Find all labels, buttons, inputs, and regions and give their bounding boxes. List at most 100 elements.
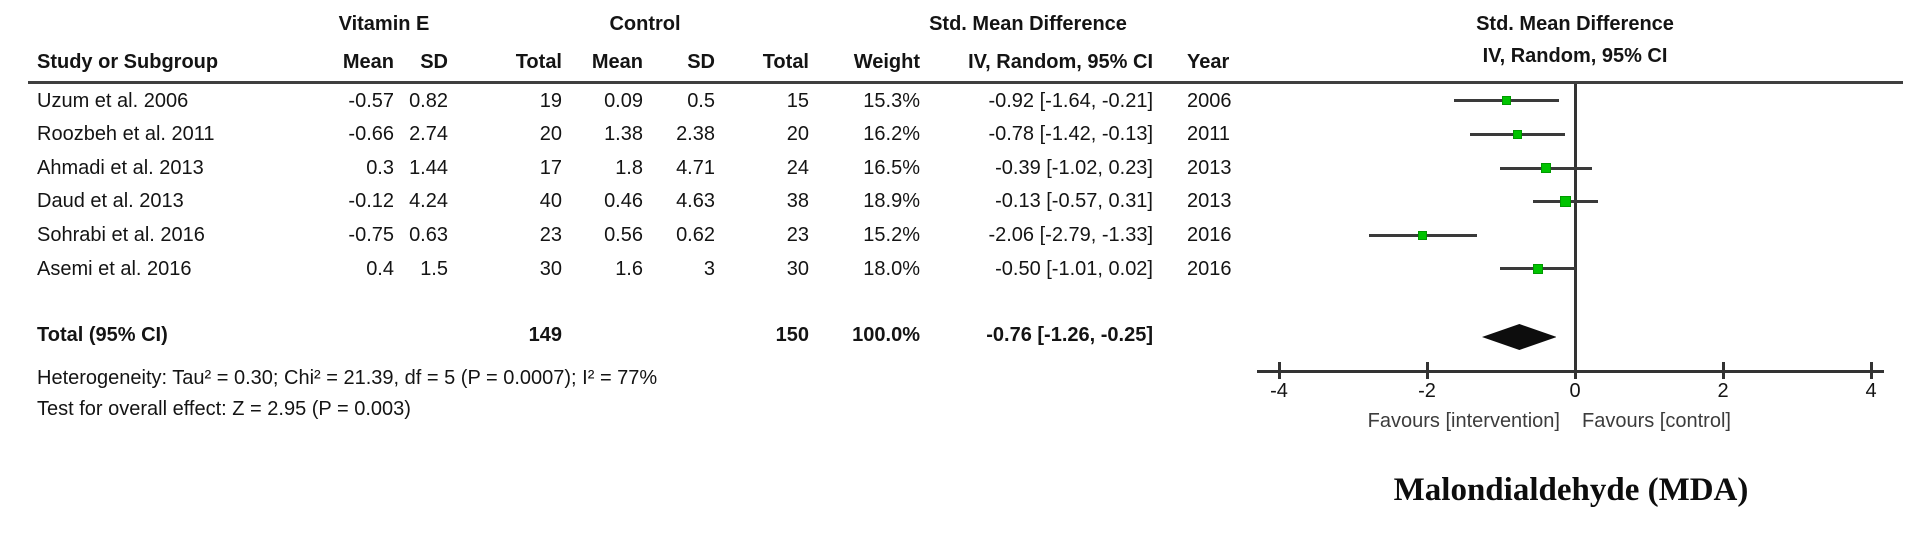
study-name-cell: Uzum et al. 2006 (37, 89, 189, 112)
smd-column-header: Std. Mean Difference (929, 13, 1127, 35)
column-header-row: Study or Subgroup Mean SD Total Mean SD … (0, 45, 1250, 79)
study-name-cell: Daud et al. 2013 (37, 190, 184, 213)
effect-square (1559, 196, 1571, 208)
zero-effect-line (1573, 84, 1577, 372)
ctrl-sd-cell: 4.63 (676, 190, 715, 213)
ctrl-mean-cell: 0.09 (604, 89, 643, 112)
year-cell: 2016 (1187, 257, 1232, 280)
effect-square (1418, 230, 1428, 240)
axis-tick (1721, 362, 1725, 379)
ctrl-mean-cell: 1.6 (615, 257, 643, 280)
exp-sd-column-header: SD (420, 50, 448, 73)
effect-square (1502, 96, 1512, 106)
smd-method-header: IV, Random, 95% CI (968, 50, 1153, 73)
favours-intervention-label: Favours [intervention] (1367, 410, 1560, 432)
exp-sd-cell: 2.74 (409, 123, 448, 146)
study-name-cell: Sohrabi et al. 2016 (37, 223, 205, 246)
axis-tick-label: -2 (1418, 380, 1436, 402)
ci-cell: -2.06 [-2.79, -1.33] (988, 223, 1153, 246)
year-cell: 2006 (1187, 89, 1232, 112)
study-row: Sohrabi et al. 2016 -0.75 0.63 23 0.56 0… (0, 218, 1250, 252)
effect-square (1541, 163, 1552, 173)
ci-cell: -0.39 [-1.02, 0.23] (995, 156, 1153, 179)
weight-cell: 15.3% (863, 89, 920, 112)
year-cell: 2016 (1187, 223, 1232, 246)
exp-mean-cell: -0.12 (348, 190, 394, 213)
exp-total-cell: 20 (539, 123, 562, 146)
study-row: Asemi et al. 2016 0.4 1.5 30 1.6 3 30 18… (0, 252, 1250, 286)
outcome-caption: Malondialdehyde (MDA) (1393, 472, 1749, 508)
axis-tick-label: 2 (1717, 380, 1729, 402)
ctrl-mean-cell: 1.38 (604, 123, 643, 146)
weight-cell: 18.9% (863, 190, 920, 213)
ctrl-mean-cell: 1.8 (615, 156, 643, 179)
exp-mean-cell: -0.75 (348, 223, 394, 246)
plot-title: Std. Mean Difference (1476, 13, 1674, 35)
header-rule (28, 81, 1903, 84)
axis-tick-label: 0 (1569, 380, 1581, 402)
axis-tick-label: 4 (1865, 380, 1877, 402)
exp-total-cell: 17 (539, 156, 562, 179)
study-name-cell: Asemi et al. 2016 (37, 257, 192, 280)
exp-total-cell: 30 (539, 257, 562, 280)
exp-total-cell: 40 (539, 190, 562, 213)
overall-effect-text: Test for overall effect: Z = 2.95 (P = 0… (37, 398, 411, 420)
ctrl-total-cell: 15 (786, 89, 809, 112)
year-cell: 2011 (1187, 123, 1231, 146)
exp-sd-cell: 0.63 (409, 223, 448, 246)
study-row: Roozbeh et al. 2011 -0.66 2.74 20 1.38 2… (0, 118, 1250, 152)
exp-mean-column-header: Mean (342, 50, 394, 73)
study-row: Uzum et al. 2006 -0.57 0.82 19 0.09 0.5 … (0, 84, 1250, 118)
exp-total-cell: 19 (539, 89, 562, 112)
exp-total-column-header: Total (515, 50, 562, 73)
exp-mean-cell: -0.66 (348, 123, 394, 146)
axis-tick (1425, 362, 1429, 379)
ci-cell: -0.50 [-1.01, 0.02] (995, 257, 1153, 280)
pooled-diamond (1481, 324, 1557, 350)
ctrl-sd-cell: 4.71 (676, 156, 715, 179)
ctrl-sd-cell: 3 (703, 257, 715, 280)
weight-cell: 16.2% (863, 123, 920, 146)
ctrl-mean-column-header: Mean (591, 50, 643, 73)
exp-sd-cell: 0.82 (409, 89, 448, 112)
weight-cell: 15.2% (863, 223, 920, 246)
year-column-header: Year (1187, 50, 1230, 73)
heterogeneity-text: Heterogeneity: Tau² = 0.30; Chi² = 21.39… (37, 367, 658, 389)
vitamin-e-group-header: Vitamin E (338, 13, 430, 35)
effect-square (1512, 129, 1522, 139)
total-ci-cell: -0.76 [-1.26, -0.25] (986, 323, 1153, 346)
axis-tick (1573, 362, 1577, 379)
weight-cell: 16.5% (863, 156, 920, 179)
study-row: Daud et al. 2013 -0.12 4.24 40 0.46 4.63… (0, 185, 1250, 219)
exp-sd-cell: 4.24 (409, 190, 448, 213)
exp-sd-cell: 1.44 (409, 156, 448, 179)
study-row: Ahmadi et al. 2013 0.3 1.44 17 1.8 4.71 … (0, 151, 1250, 185)
exp-total-cell: 23 (539, 223, 562, 246)
favours-control-label: Favours [control] (1582, 410, 1731, 432)
study-name-cell: Ahmadi et al. 2013 (37, 156, 204, 179)
plot-subtitle: IV, Random, 95% CI (1482, 45, 1668, 67)
exp-mean-cell: 0.3 (366, 156, 394, 179)
ci-cell: -0.78 [-1.42, -0.13] (988, 123, 1153, 146)
exp-sd-cell: 1.5 (420, 257, 448, 280)
exp-mean-cell: -0.57 (348, 89, 394, 112)
ctrl-mean-cell: 0.56 (604, 223, 643, 246)
axis-tick-label: -4 (1270, 380, 1288, 402)
study-column-header: Study or Subgroup (37, 50, 219, 73)
ci-cell: -0.92 [-1.64, -0.21] (988, 89, 1153, 112)
total-ctrl-n-cell: 150 (775, 323, 809, 346)
total-exp-n-cell: 149 (528, 323, 562, 346)
x-axis-line (1257, 370, 1884, 373)
ctrl-sd-column-header: SD (687, 50, 715, 73)
total-row: Total (95% CI) 149 150 100.0% -0.76 [-1.… (0, 318, 1250, 352)
ctrl-sd-cell: 2.38 (676, 123, 715, 146)
ctrl-mean-cell: 0.46 (604, 190, 643, 213)
weight-cell: 18.0% (863, 257, 920, 280)
ctrl-sd-cell: 0.62 (676, 223, 715, 246)
ctrl-total-cell: 38 (786, 190, 809, 213)
total-label-cell: Total (95% CI) (37, 323, 168, 346)
ctrl-total-cell: 20 (786, 123, 809, 146)
study-name-cell: Roozbeh et al. 2011 (37, 123, 215, 146)
